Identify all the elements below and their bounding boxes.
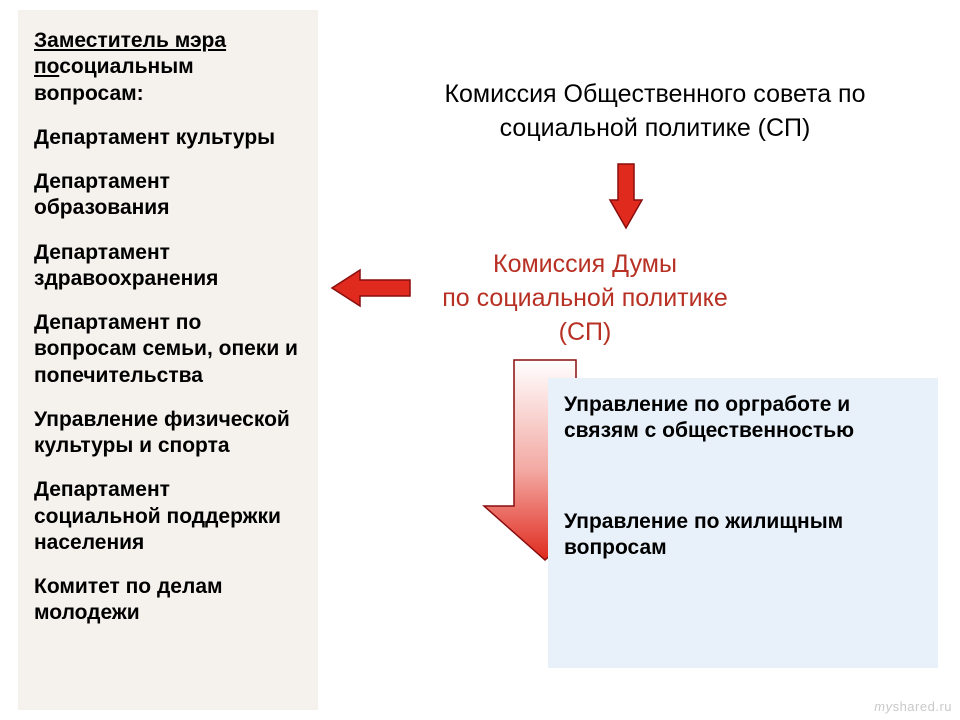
arrow-shape (610, 164, 642, 228)
watermark-prefix: my (874, 699, 892, 714)
department-item: Департамент по вопросам семьи, опеки и п… (34, 310, 302, 389)
top-title: Комиссия Общественного совета по социаль… (370, 78, 940, 146)
department-list: Департамент культуры Департамент образов… (34, 125, 302, 627)
right-panel: Управление по оргработе и связям с общес… (548, 378, 938, 668)
right-panel-item: Управление по жилищным вопросам (564, 509, 922, 562)
right-panel-item: Управление по оргработе и связям с общес… (564, 392, 922, 445)
department-item: Департамент социальной поддержки населен… (34, 477, 302, 556)
department-item: Комитет по делам молодежи (34, 574, 302, 627)
arrow-left-icon (328, 268, 412, 308)
diagram-canvas: Заместитель мэра посоциальным вопросам: … (0, 0, 960, 720)
top-title-line1: Комиссия Общественного совета по (444, 80, 865, 108)
watermark-rest: shared.ru (893, 699, 952, 714)
top-title-line2: социальной политике (СП) (500, 114, 811, 142)
left-panel: Заместитель мэра посоциальным вопросам: … (18, 10, 318, 710)
mid-title-line3: (СП) (400, 316, 770, 350)
department-item: Управление физической культуры и спорта (34, 407, 302, 460)
mid-title-line1: Комиссия Думы (400, 248, 770, 282)
mid-title-line2: по социальной политике (400, 282, 770, 316)
department-item: Департамент культуры (34, 125, 302, 151)
department-item: Департамент здравоохранения (34, 240, 302, 293)
arrow-down-short-icon (608, 162, 644, 234)
watermark: myshared.ru (874, 699, 952, 714)
arrow-shape (332, 270, 410, 306)
department-item: Департамент образования (34, 169, 302, 222)
mid-title: Комиссия Думы по социальной политике (СП… (400, 248, 770, 349)
